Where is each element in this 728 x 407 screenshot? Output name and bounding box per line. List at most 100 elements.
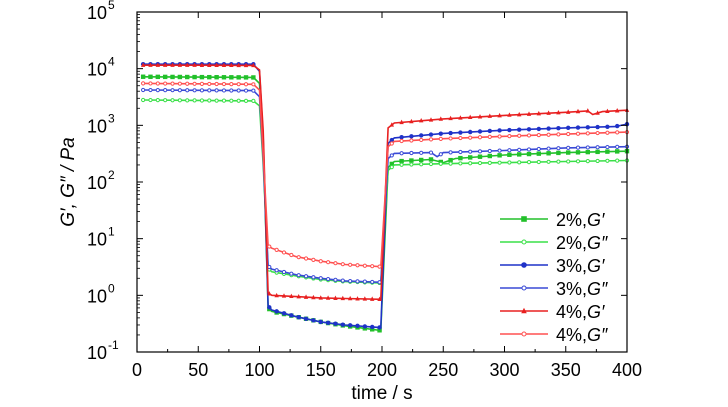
series-marker: [399, 162, 404, 167]
x-tick-label: 50: [188, 360, 208, 380]
series-marker: [575, 150, 581, 155]
series-marker: [267, 244, 272, 249]
series-marker: [536, 132, 541, 138]
series-marker: [409, 138, 414, 143]
series-marker: [536, 159, 541, 165]
series-marker: [318, 259, 323, 264]
series-marker: [148, 97, 153, 103]
series-marker: [389, 161, 394, 167]
series-marker: [207, 81, 212, 87]
series-marker: [177, 81, 182, 86]
series-marker: [148, 62, 153, 67]
series-marker: [221, 81, 227, 87]
series-marker: [148, 87, 153, 93]
series-marker: [521, 285, 527, 291]
series-layer: [140, 61, 630, 333]
series-marker: [243, 82, 249, 87]
series-marker: [585, 149, 590, 155]
series-marker: [428, 161, 434, 167]
series-marker: [468, 135, 473, 140]
series-marker: [303, 274, 309, 279]
y-tick-exponent: 5: [108, 0, 115, 12]
series-marker: [377, 280, 382, 285]
series-marker: [605, 124, 610, 129]
series-marker: [214, 98, 219, 103]
series-marker: [355, 296, 360, 301]
series-marker: [214, 75, 219, 80]
series-marker: [458, 149, 463, 155]
legend-label: 4%,G′: [556, 302, 605, 322]
series-marker: [362, 296, 368, 301]
series-marker: [438, 152, 443, 157]
series-marker: [566, 145, 571, 150]
series-marker: [155, 98, 160, 103]
series-marker: [585, 131, 590, 136]
series-marker: [458, 115, 463, 120]
series-marker: [389, 137, 394, 143]
series-marker: [468, 155, 473, 160]
series-marker: [333, 261, 338, 266]
x-tick-label: 200: [367, 360, 397, 380]
series-marker: [507, 152, 512, 157]
series-line: [143, 64, 628, 301]
series-marker: [546, 159, 551, 164]
x-tick-label: 150: [306, 360, 336, 380]
series-marker: [243, 88, 249, 93]
series-marker: [155, 81, 160, 86]
series-marker: [438, 161, 443, 166]
series-marker: [615, 108, 620, 113]
series-marker: [318, 319, 323, 325]
series-marker: [311, 294, 316, 300]
series-marker: [177, 88, 182, 93]
series-marker: [546, 110, 551, 115]
series-marker: [229, 88, 234, 93]
legend-label: 4%,G″: [556, 325, 608, 345]
series-marker: [251, 75, 256, 80]
legend-label: 3%,G″: [556, 279, 608, 299]
series-marker: [468, 161, 473, 166]
series-marker: [281, 250, 287, 255]
series-marker: [340, 262, 345, 267]
series-marker: [192, 62, 197, 67]
series-marker: [448, 130, 453, 136]
series-marker: [148, 74, 153, 79]
series-marker: [526, 133, 532, 138]
y-tick-label: 10: [87, 60, 107, 80]
series-marker: [595, 158, 600, 164]
series-marker: [556, 126, 561, 131]
series-marker: [325, 320, 331, 326]
series-marker: [177, 74, 183, 80]
series-marker: [243, 98, 249, 103]
series-marker: [355, 279, 360, 284]
series-marker: [163, 81, 168, 86]
series-marker: [199, 88, 205, 93]
series-marker: [595, 145, 600, 150]
series-marker: [399, 119, 404, 125]
series-marker: [347, 323, 353, 328]
series-marker: [377, 328, 382, 333]
series-marker: [192, 88, 197, 93]
series-marker: [140, 62, 146, 67]
series-marker: [199, 98, 205, 103]
series-marker: [556, 150, 561, 156]
series-4%,G′: [140, 62, 630, 302]
x-tick-label: 0: [132, 360, 142, 380]
series-marker: [517, 127, 522, 132]
series-marker: [243, 75, 249, 80]
series-marker: [487, 160, 492, 165]
series-marker: [236, 62, 241, 68]
series-marker: [526, 151, 532, 157]
series-marker: [487, 153, 492, 159]
series-marker: [207, 98, 212, 103]
series-marker: [370, 264, 375, 269]
series-marker: [389, 122, 394, 127]
series-marker: [221, 98, 227, 103]
series-marker: [296, 294, 301, 299]
series-marker: [448, 136, 453, 141]
series-marker: [615, 149, 620, 154]
series-marker: [370, 296, 375, 301]
series-marker: [207, 88, 212, 93]
series-marker: [199, 62, 205, 67]
series-marker: [428, 150, 434, 155]
